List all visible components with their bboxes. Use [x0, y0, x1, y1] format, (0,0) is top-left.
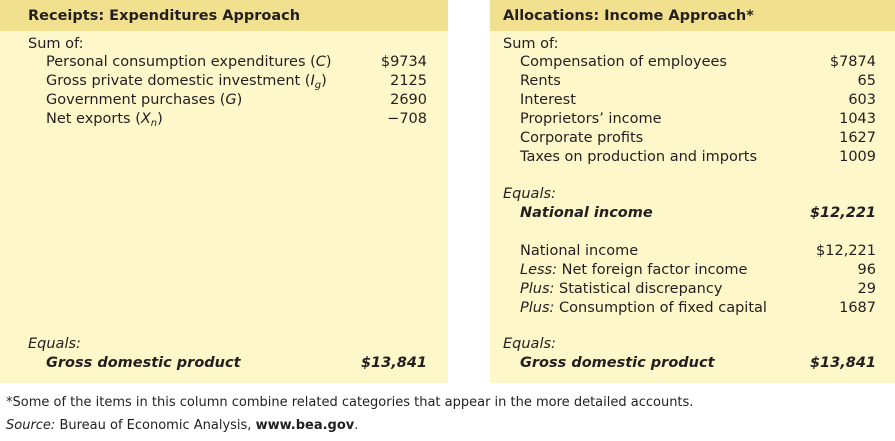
right-row-label: Corporate profits — [520, 130, 644, 146]
right-row-label: Proprietors’ income — [520, 111, 662, 127]
right-row-label: Rents — [520, 73, 561, 89]
adjust-row-value: 29 — [857, 281, 876, 297]
adjust-row-value: 1687 — [839, 300, 876, 316]
left-row-label: Gross private domestic investment (Ig) — [46, 73, 327, 91]
adjust-row-label: Plus: Consumption of fixed capital — [520, 300, 767, 316]
right-row-label: Compensation of employees — [520, 54, 727, 70]
left-equals: Equals: — [28, 336, 81, 352]
right-row-value: $7874 — [829, 54, 876, 70]
national-income-label: National income — [520, 205, 653, 221]
left-row-value: 2690 — [390, 92, 427, 108]
footnote: *Some of the items in this column combin… — [6, 395, 694, 410]
left-total-label: Gross domestic product — [46, 355, 241, 371]
right-equals: Equals: — [503, 186, 556, 202]
right-row-value: 1627 — [839, 130, 876, 146]
left-row-value: −708 — [387, 111, 427, 127]
adjust-row-label: National income — [520, 243, 639, 259]
right-row-value: 1009 — [839, 149, 876, 165]
right-row-label: Interest — [520, 92, 576, 108]
left-row-value: 2125 — [390, 73, 427, 89]
gdp-table — [0, 0, 895, 383]
left-row-label: Net exports (Xn) — [46, 111, 163, 129]
adjust-row-value: 96 — [857, 262, 876, 278]
adjust-row-value: $12,221 — [816, 243, 876, 259]
right-header-bar — [490, 0, 895, 31]
source-link[interactable]: www.bea.gov — [255, 418, 355, 433]
right-row-value: 603 — [848, 92, 876, 108]
left-header-bar — [0, 0, 448, 31]
column-gap — [448, 0, 490, 383]
right-total-label: Gross domestic product — [520, 355, 715, 371]
national-income-value: $12,221 — [809, 205, 876, 221]
adjust-row-label: Plus: Statistical discrepancy — [520, 281, 723, 297]
left-row-value: $9734 — [380, 54, 427, 70]
left-row-label: Personal consumption expenditures (C) — [46, 54, 332, 70]
source-line: Source: Bureau of Economic Analysis, www… — [6, 418, 359, 433]
adjust-row-label: Less: Net foreign factor income — [520, 262, 748, 278]
right-total-value: $13,841 — [809, 355, 876, 371]
left-total-value: $13,841 — [360, 355, 427, 371]
left-row-label: Government purchases (G) — [46, 92, 243, 108]
left-sum-of: Sum of: — [28, 36, 84, 52]
right-row-value: 1043 — [839, 111, 876, 127]
right-sum-of: Sum of: — [503, 36, 559, 52]
right-title: Allocations: Income Approach* — [503, 8, 754, 24]
right-row-value: 65 — [857, 73, 876, 89]
right-row-label: Taxes on production and imports — [520, 149, 758, 165]
left-title: Receipts: Expenditures Approach — [28, 8, 301, 24]
right-equals-2: Equals: — [503, 336, 556, 352]
